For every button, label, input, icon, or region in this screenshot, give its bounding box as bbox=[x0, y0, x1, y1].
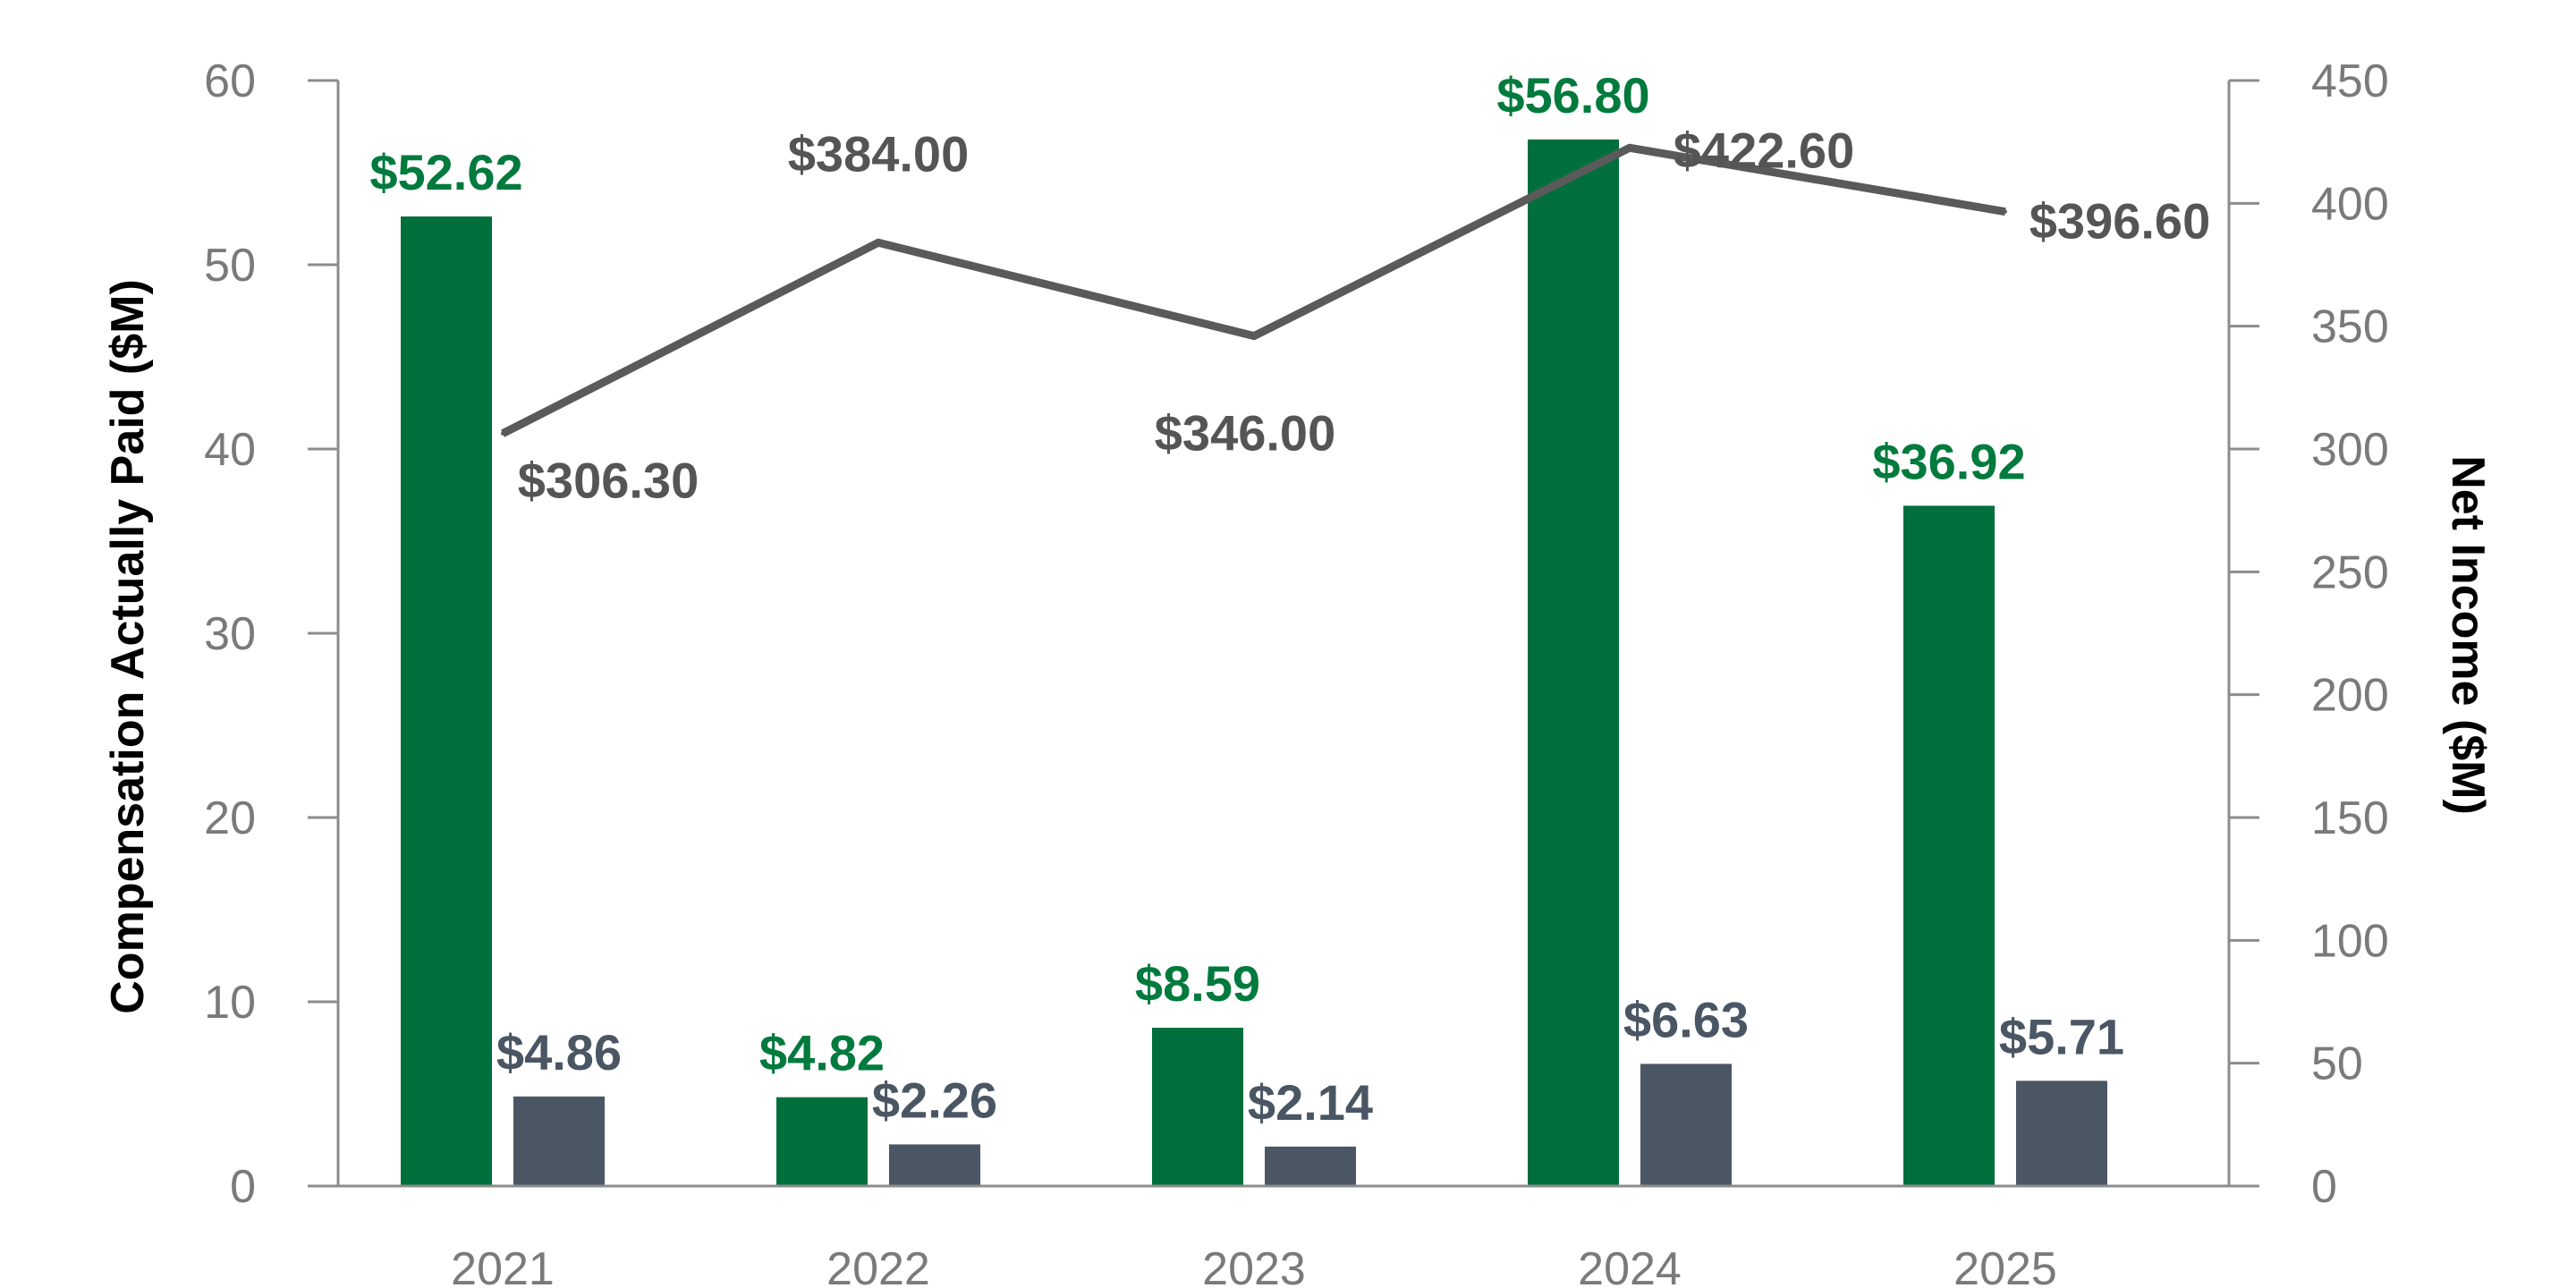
line-series bbox=[500, 143, 2006, 437]
left-axis: 0 10 20 30 40 50 60 bbox=[204, 55, 340, 1213]
bar-data-label: $52.62 bbox=[369, 144, 522, 200]
bar bbox=[1152, 1028, 1243, 1186]
y2-axis-title: Net Income ($M) bbox=[2442, 455, 2494, 815]
y2-tick-label: 0 bbox=[2311, 1161, 2337, 1213]
x-axis: 2021 2022 2023 2024 2025 bbox=[338, 1184, 2229, 1288]
line-data-label: $422.60 bbox=[1674, 122, 1854, 178]
bar bbox=[513, 1096, 605, 1186]
line-layer bbox=[500, 143, 2007, 437]
bars bbox=[401, 139, 2107, 1187]
line-point bbox=[1252, 334, 1256, 338]
bar bbox=[1265, 1146, 1356, 1186]
y2-tick-label: 150 bbox=[2311, 792, 2389, 844]
right-axis: 0 50 100 150 200 250 300 350 400 450 bbox=[2227, 55, 2389, 1213]
line-data-label: $384.00 bbox=[788, 125, 969, 182]
line-point bbox=[877, 241, 880, 245]
bar bbox=[1903, 505, 1995, 1186]
x-tick-label: 2021 bbox=[451, 1243, 555, 1288]
line-data-label: $346.00 bbox=[1155, 405, 1335, 462]
bar-data-label: $4.86 bbox=[496, 1024, 622, 1080]
bar bbox=[2016, 1080, 2107, 1186]
y2-tick-label: 300 bbox=[2311, 424, 2389, 476]
y2-tick-label: 100 bbox=[2311, 915, 2389, 967]
y2-tick-label: 200 bbox=[2311, 670, 2389, 722]
bar-data-label: $5.71 bbox=[1999, 1008, 2124, 1064]
bar-data-label: $36.92 bbox=[1872, 433, 2025, 489]
labels: $52.62 $4.82 $8.59 $56.80 $36.92 $4.86 $2.26 $2… bbox=[369, 67, 2210, 1131]
y2-tick-label: 50 bbox=[2311, 1038, 2363, 1090]
line-point bbox=[1628, 146, 1631, 150]
bar bbox=[889, 1144, 980, 1186]
y2-tick-label: 400 bbox=[2311, 178, 2389, 230]
x-tick-label: 2024 bbox=[1578, 1243, 1682, 1288]
y-tick-label: 0 bbox=[230, 1161, 256, 1213]
y-tick-label: 10 bbox=[204, 977, 256, 1029]
y-axis-title: Compensation Actually Paid ($M) bbox=[102, 279, 154, 1014]
line-point bbox=[2004, 209, 2007, 214]
line-point bbox=[501, 431, 504, 436]
bar-data-label: $56.80 bbox=[1496, 67, 1649, 123]
y-tick-label: 50 bbox=[204, 240, 256, 292]
bar bbox=[1528, 139, 1619, 1186]
x-tick-label: 2023 bbox=[1202, 1243, 1306, 1288]
y-tick-label: 30 bbox=[204, 608, 256, 660]
line-data-label: $306.30 bbox=[518, 453, 699, 509]
y-tick-label: 40 bbox=[204, 424, 256, 476]
bar-data-label: $8.59 bbox=[1135, 955, 1260, 1012]
y-tick-label: 20 bbox=[204, 792, 256, 844]
y2-tick-label: 350 bbox=[2311, 301, 2389, 353]
bar bbox=[776, 1097, 868, 1186]
bar-data-label: $2.14 bbox=[1248, 1074, 1373, 1131]
bar-data-label: $2.26 bbox=[872, 1072, 997, 1128]
y-tick-label: 60 bbox=[204, 55, 256, 107]
x-tick-label: 2025 bbox=[1953, 1243, 2057, 1288]
y2-tick-label: 250 bbox=[2311, 547, 2389, 598]
y2-tick-label: 450 bbox=[2311, 55, 2389, 107]
bar-data-label: $6.63 bbox=[1623, 991, 1749, 1047]
bar bbox=[401, 216, 492, 1187]
bar-data-label: $4.82 bbox=[759, 1025, 885, 1081]
bar bbox=[1640, 1063, 1732, 1186]
x-tick-label: 2022 bbox=[826, 1243, 930, 1288]
line-data-label: $396.60 bbox=[2029, 193, 2210, 250]
